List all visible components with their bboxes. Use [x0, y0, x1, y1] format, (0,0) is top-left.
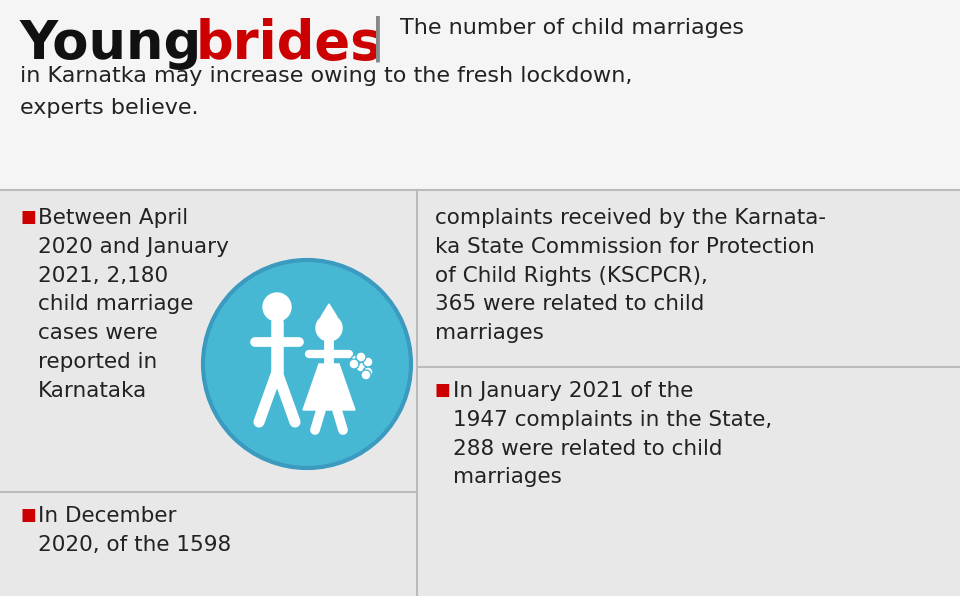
Circle shape	[363, 357, 373, 367]
Circle shape	[356, 362, 366, 372]
Text: Young: Young	[20, 18, 221, 70]
Circle shape	[203, 260, 411, 468]
FancyBboxPatch shape	[0, 190, 960, 596]
Circle shape	[316, 315, 342, 341]
Polygon shape	[321, 304, 337, 317]
Text: ■: ■	[20, 506, 36, 524]
Circle shape	[363, 367, 373, 377]
Text: |: |	[370, 16, 386, 63]
Text: Between April
2020 and January
2021, 2,180
child marriage
cases were
reported in: Between April 2020 and January 2021, 2,1…	[38, 208, 228, 401]
Text: The number of child marriages: The number of child marriages	[400, 18, 744, 38]
Polygon shape	[303, 364, 355, 410]
Text: brides: brides	[196, 18, 382, 70]
Circle shape	[349, 359, 359, 369]
Text: in Karnatka may increase owing to the fresh lockdown,: in Karnatka may increase owing to the fr…	[20, 66, 633, 86]
Text: complaints received by the Karnata-
ka State Commission for Protection
of Child : complaints received by the Karnata- ka S…	[435, 208, 826, 343]
Text: ■: ■	[435, 381, 451, 399]
Circle shape	[361, 370, 371, 380]
Text: In January 2021 of the
1947 complaints in the State,
288 were related to child
m: In January 2021 of the 1947 complaints i…	[453, 381, 772, 488]
Circle shape	[356, 352, 366, 362]
Text: ■: ■	[20, 208, 36, 226]
Circle shape	[263, 293, 291, 321]
FancyBboxPatch shape	[0, 0, 960, 190]
Text: In December
2020, of the 1598: In December 2020, of the 1598	[38, 506, 231, 555]
Text: experts believe.: experts believe.	[20, 98, 199, 118]
Circle shape	[351, 355, 361, 365]
